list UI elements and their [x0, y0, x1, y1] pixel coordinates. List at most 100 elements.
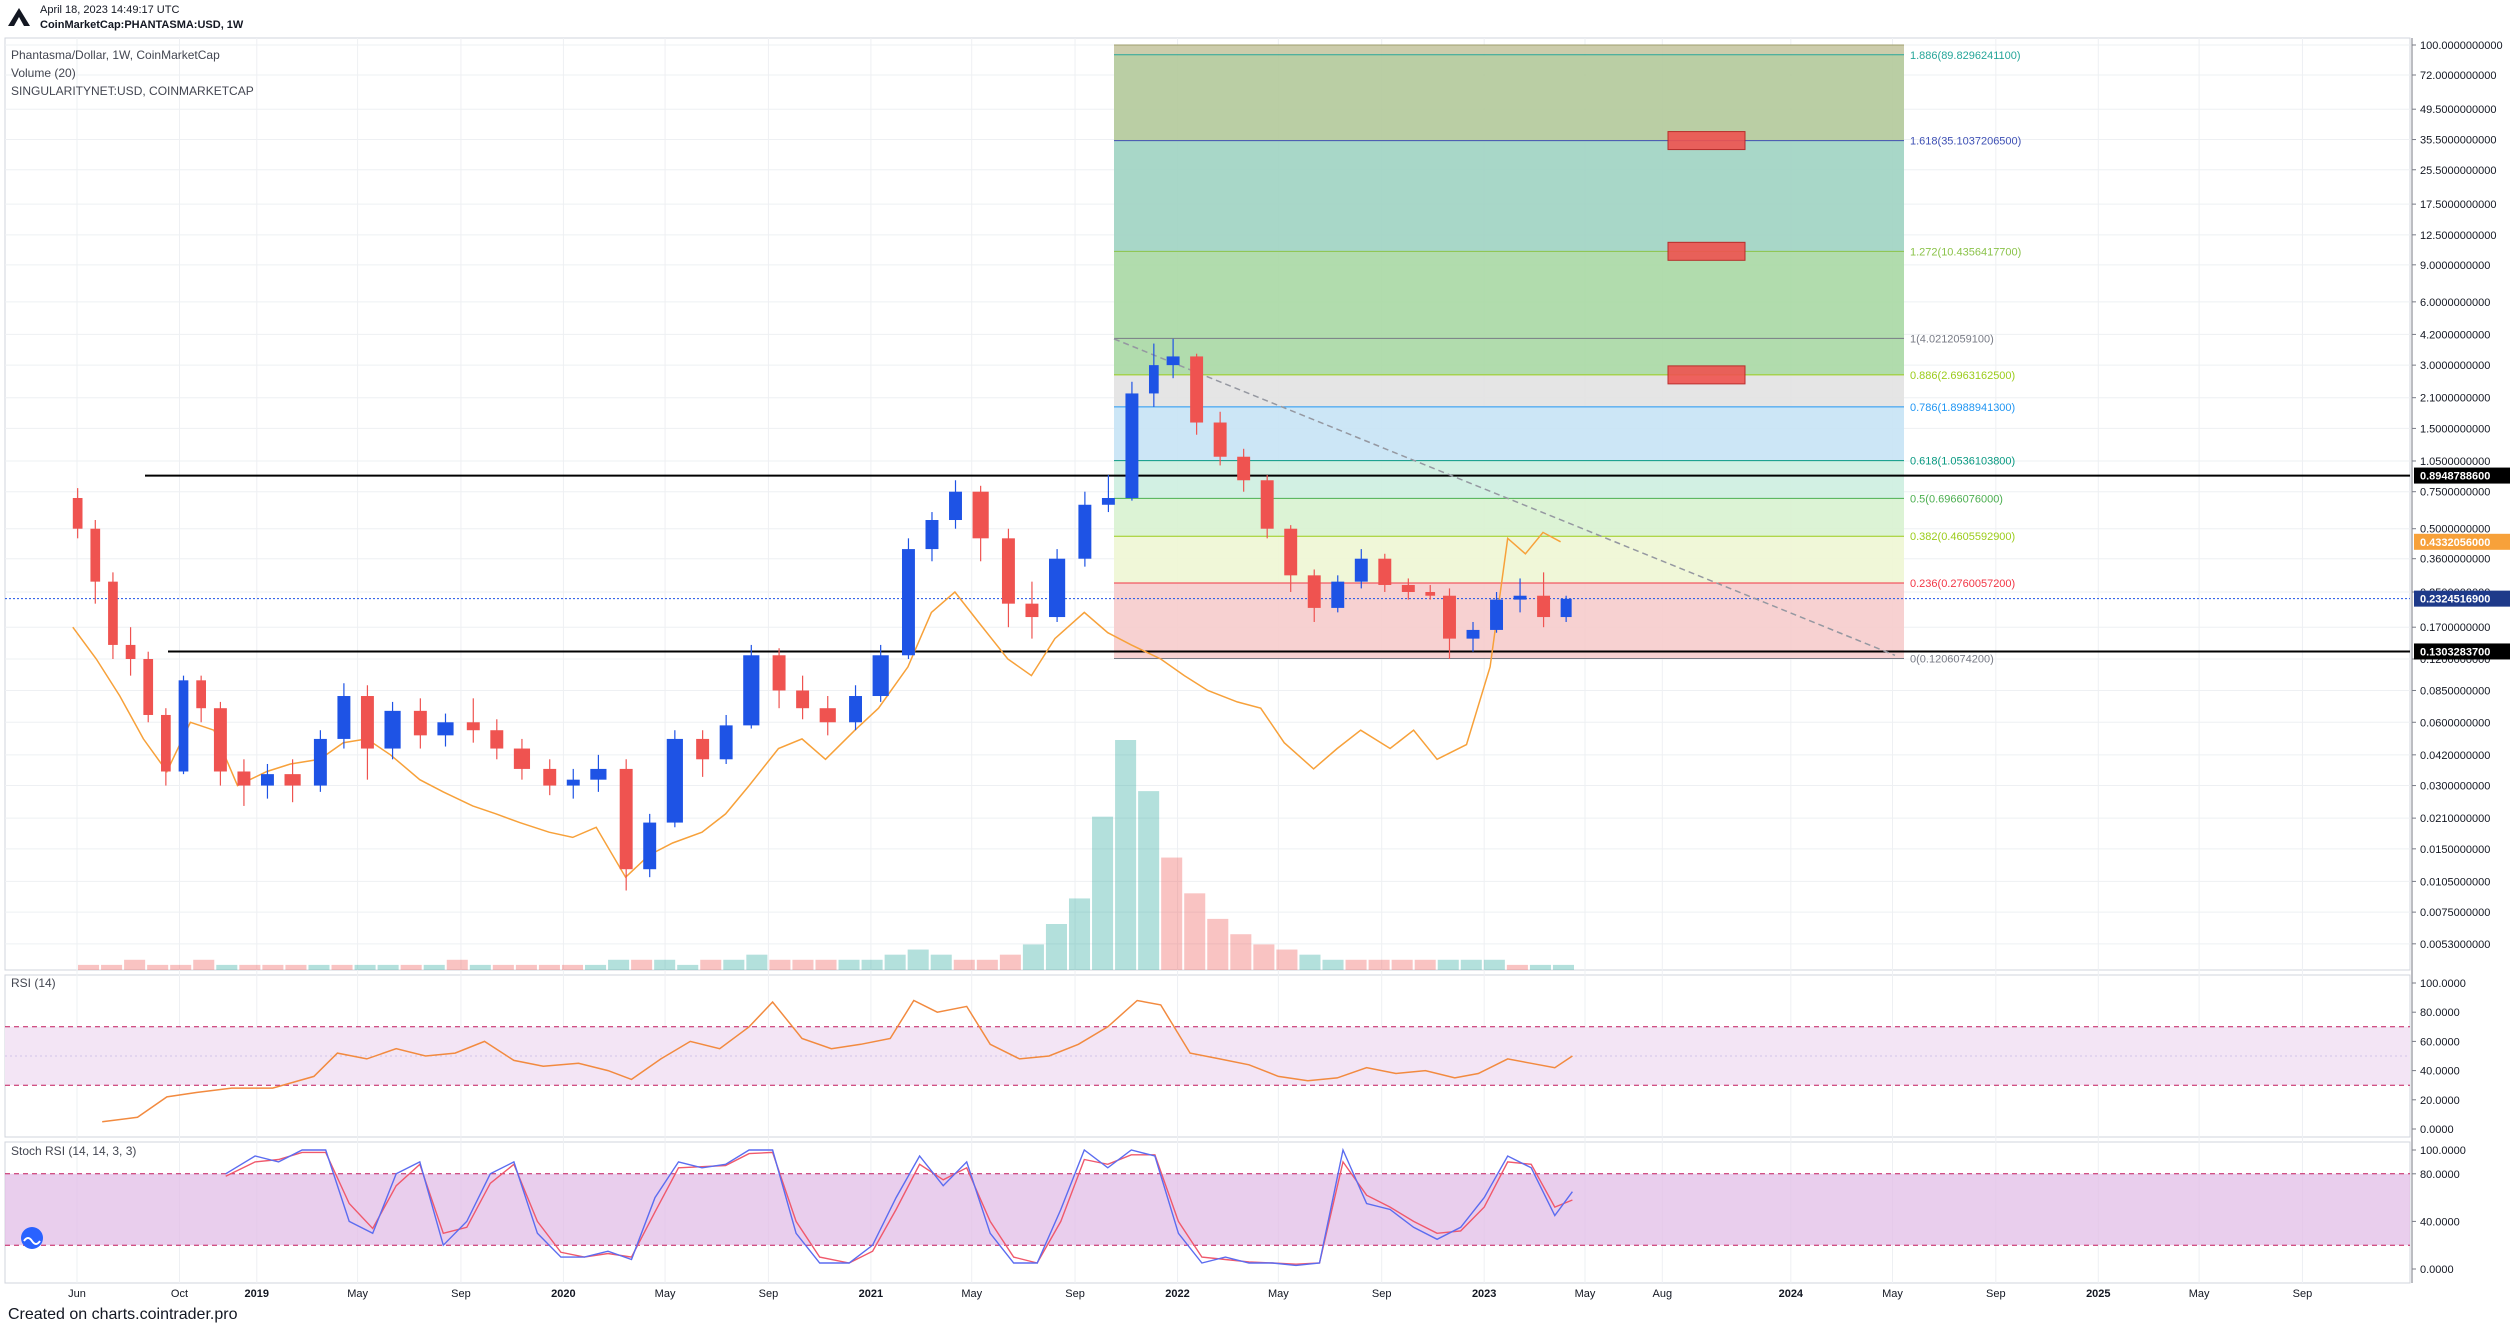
volume-bar [147, 964, 169, 970]
volume-bar [101, 964, 123, 970]
volume-bar [585, 964, 607, 970]
price-axis-label: 0.0420000000 [2420, 750, 2490, 762]
candle-body [643, 822, 657, 870]
time-axis-label: Sep [1986, 1288, 2006, 1300]
volume-bar [331, 964, 353, 970]
volume-bar [1022, 944, 1044, 970]
candle-body [1443, 595, 1456, 639]
candle-body [213, 708, 227, 772]
fib-zone [1114, 54, 1904, 141]
stoch-axis-label: 40.0000 [2420, 1216, 2460, 1228]
candle-body [196, 680, 206, 709]
volume-bar [1322, 959, 1344, 970]
legend-compare: SINGULARITYNET:USD, COINMARKETCAP [11, 84, 254, 98]
candle-body [1213, 422, 1227, 457]
rsi-axis-label: 40.0000 [2420, 1066, 2460, 1078]
candle-body [772, 655, 786, 691]
volume-bar [700, 959, 722, 970]
legend-rsi: RSI (14) [11, 976, 56, 990]
price-axis-label: 49.5000000000 [2420, 104, 2496, 116]
candle-body [1307, 575, 1321, 608]
price-axis-label: 4.2000000000 [2420, 329, 2490, 341]
volume-bar [78, 964, 100, 970]
candle-body [490, 730, 504, 749]
volume-bar [999, 954, 1021, 970]
volume-bar [1483, 959, 1505, 970]
volume-bar [239, 964, 261, 970]
volume-bar [193, 959, 215, 970]
price-axis-label: 0.0075000000 [2420, 907, 2490, 919]
time-axis-label: May [2189, 1288, 2210, 1300]
fib-zone [1114, 140, 1904, 252]
rsi-axis-label: 80.0000 [2420, 1007, 2460, 1019]
candle-body [972, 491, 989, 539]
fib-zone [1114, 406, 1904, 461]
fib-level-label: 0.5(0.6966076000) [1910, 493, 2003, 505]
price-axis-label: 0.0150000000 [2420, 844, 2490, 856]
time-axis-label: 2024 [1779, 1288, 1804, 1300]
price-label-bg [2414, 467, 2510, 484]
chart-badge-icon [21, 1227, 43, 1249]
candle-body [1148, 365, 1159, 394]
candle-body [360, 696, 374, 749]
candle-body [72, 497, 83, 529]
volume-bar [423, 964, 445, 970]
candle-body [1001, 538, 1015, 604]
volume-bar [1161, 857, 1183, 970]
fib-zone [1114, 338, 1904, 375]
candle-body [125, 644, 136, 659]
price-axis-label: 25.5000000000 [2420, 165, 2496, 177]
rsi-axis-label: 20.0000 [2420, 1095, 2460, 1107]
time-axis-label: Oct [171, 1288, 188, 1300]
stoch-k-line [225, 1147, 1573, 1267]
candle-body [1025, 603, 1039, 618]
volume-bar [1506, 964, 1528, 970]
candle-body [1401, 584, 1415, 592]
candle-body [719, 725, 733, 760]
volume-bar [561, 964, 584, 970]
fib-level-label: 0.618(1.0536103800) [1910, 456, 2015, 468]
volume-bar [769, 959, 791, 970]
price-axis-label: 9.0000000000 [2420, 260, 2490, 272]
volume-bar [1068, 898, 1091, 970]
candle-body [1537, 595, 1551, 618]
volume-bar [285, 964, 307, 970]
fib-level-label: 1.272(10.4356417700) [1910, 246, 2021, 258]
candle-body [1378, 558, 1392, 585]
candle-body [178, 680, 189, 772]
candle-body [819, 708, 836, 723]
price-label-text: 0.4332056000 [2420, 537, 2490, 549]
price-label-text: 0.8948788600 [2420, 471, 2490, 483]
candle-body [143, 659, 154, 715]
price-axis-label: 35.5000000000 [2420, 135, 2496, 147]
stoch-band [5, 1173, 2410, 1246]
candle-body [590, 768, 607, 780]
time-axis-label: 2023 [1472, 1288, 1496, 1300]
volume-bar [1368, 959, 1390, 970]
candle-body [313, 738, 327, 786]
volume-bar [976, 959, 998, 970]
stoch-d-line [225, 1151, 1573, 1265]
fib-zone [1114, 45, 1904, 55]
candle-body [566, 779, 580, 786]
candle-body [337, 696, 351, 739]
candle-body [1125, 393, 1139, 498]
volume-bar [1529, 964, 1551, 970]
candle-body [666, 738, 683, 823]
time-axis-label: 2020 [551, 1288, 575, 1300]
volume-bar [792, 959, 814, 970]
time-axis-label: 2022 [1165, 1288, 1189, 1300]
price-label-bg [2414, 643, 2510, 660]
volume-bar [216, 964, 238, 970]
fib-zone [1114, 536, 1904, 583]
time-axis-label: May [1268, 1288, 1289, 1300]
candle-body [108, 581, 118, 645]
rsi-axis-label: 0.0000 [2420, 1124, 2454, 1136]
price-axis-label: 12.5000000000 [2420, 230, 2496, 242]
fib-level-label: 1(4.0212059100) [1910, 333, 1994, 345]
time-axis-label: May [961, 1288, 982, 1300]
legend-volume: Volume (20) [11, 66, 76, 80]
time-axis-label: Sep [759, 1288, 779, 1300]
fib-level-label: 1.886(89.8296241100) [1910, 50, 2021, 62]
